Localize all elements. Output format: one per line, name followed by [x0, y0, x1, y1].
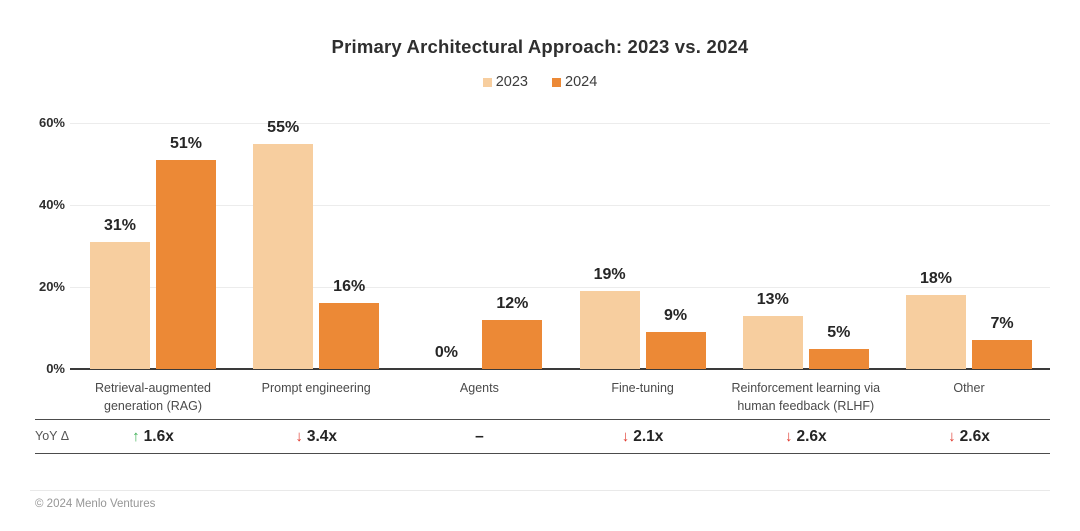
bar-value-label: 9%	[664, 307, 688, 325]
bar-value-label: 7%	[990, 315, 1014, 333]
yoy-cell-1: ↓ 3.4x	[251, 420, 381, 453]
x-axis-category-label: Reinforcement learning via human feedback…	[731, 381, 881, 414]
yoy-cell-5: ↓ 2.6x	[904, 420, 1034, 453]
y-axis-tick-label: 60%	[38, 115, 65, 130]
yoy-value: 1.6x	[143, 428, 174, 445]
bar-value-label: 5%	[827, 323, 851, 341]
up-arrow-icon: ↑	[132, 428, 140, 445]
legend-label-2023: 2023	[495, 74, 528, 90]
bar-value-label: 16%	[333, 278, 366, 296]
legend-swatch-2024-icon	[552, 77, 561, 87]
x-axis-category-label: Agents	[459, 381, 499, 395]
yoy-value: –	[475, 428, 484, 445]
yoy-cell-2: –	[414, 420, 544, 453]
bar-value-label: 55%	[267, 118, 300, 136]
bar-2023-5	[906, 295, 966, 369]
y-axis-tick-label: 0%	[46, 361, 65, 376]
bar-value-label: 18%	[919, 270, 953, 288]
legend-label-2024: 2024	[565, 74, 598, 90]
yoy-value: 3.4x	[306, 428, 338, 445]
bar-value-label: 13%	[756, 290, 789, 308]
yoy-row-label: YoY Δ	[35, 429, 70, 443]
gridline-60	[70, 123, 1050, 124]
yoy-value: 2.1x	[633, 428, 664, 445]
yoy-cell-4: ↓ 2.6x	[741, 420, 871, 453]
gridline-20	[70, 287, 1050, 288]
legend-swatch-2023-icon	[482, 77, 492, 87]
x-axis-category-label: Retrieval-augmented generation (RAG)	[94, 381, 212, 414]
gridline-40	[70, 205, 1050, 206]
bar-value-label: 0%	[434, 344, 458, 361]
x-axis-line	[70, 368, 1050, 370]
bar-2023-1	[253, 143, 314, 369]
bar-value-label: 19%	[593, 266, 626, 284]
bar-2024-1	[319, 303, 380, 369]
legend-entry-2023: 2023	[482, 74, 528, 90]
bar-2024-2	[482, 319, 543, 369]
chart-legend: 2023 2024	[0, 74, 1080, 90]
y-axis-tick-label: 40%	[38, 197, 65, 212]
yoy-value: 2.6x	[959, 428, 990, 445]
bar-2023-3	[579, 291, 640, 369]
bar-2023-0	[90, 241, 150, 369]
yoy-cell-0: ↑ 1.6x	[88, 420, 218, 453]
bar-2024-5	[972, 340, 1032, 369]
bar-2023-4	[742, 315, 803, 369]
yoy-delta-row: YoY Δ ↑ 1.6x ↓ 3.4x – ↓ 2.1x ↓ 2.6x ↓ 2.6x	[35, 419, 1050, 454]
bar-value-label: 51%	[169, 134, 203, 152]
x-axis-category-label: Other	[953, 381, 985, 395]
down-arrow-icon: ↓	[948, 428, 956, 445]
footer-divider	[30, 490, 1050, 491]
x-axis-category-label: Fine-tuning	[611, 381, 674, 395]
yoy-cell-3: ↓ 2.1x	[578, 420, 708, 453]
down-arrow-icon: ↓	[784, 428, 793, 445]
bar-value-label: 31%	[103, 216, 137, 234]
chart-title: Primary Architectural Approach: 2023 vs.…	[331, 36, 749, 57]
down-arrow-icon: ↓	[295, 428, 303, 445]
bar-2024-0	[156, 159, 216, 369]
y-axis-tick-label: 20%	[38, 279, 65, 294]
copyright-text: © 2024 Menlo Ventures	[35, 498, 156, 510]
bar-2024-4	[808, 348, 869, 369]
bar-2024-3	[645, 332, 706, 369]
bar-value-label: 12%	[496, 294, 529, 312]
down-arrow-icon: ↓	[621, 428, 630, 445]
yoy-value: 2.6x	[796, 428, 827, 445]
legend-entry-2024: 2024	[552, 74, 597, 90]
x-axis-category-label: Prompt engineering	[261, 381, 371, 395]
